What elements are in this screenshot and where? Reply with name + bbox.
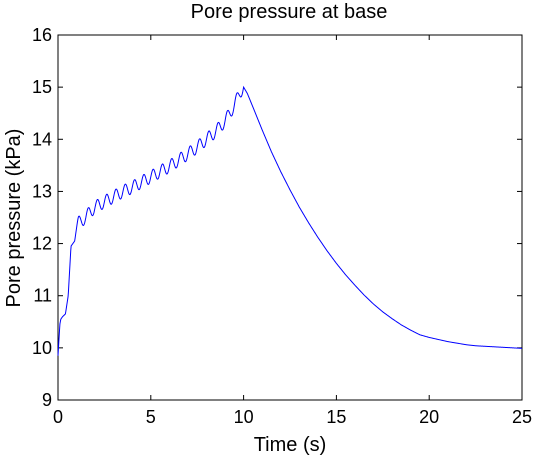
y-tick-label: 16 xyxy=(32,25,52,45)
x-axis-label: Time (s) xyxy=(254,434,327,456)
series-line xyxy=(57,85,523,356)
x-tick-label: 10 xyxy=(234,407,254,427)
x-tick-label: 15 xyxy=(326,407,346,427)
y-tick-label: 10 xyxy=(32,338,52,358)
x-tick-label: 20 xyxy=(419,407,439,427)
x-tick-label: 0 xyxy=(53,407,63,427)
y-tick-label: 13 xyxy=(32,181,52,201)
y-tick-label: 9 xyxy=(42,390,52,410)
x-tick-label: 25 xyxy=(512,407,532,427)
tick-labels: 0 5 10 15 20 25 9 10 11 12 13 14 15 16 xyxy=(32,25,532,427)
axis-ticks xyxy=(57,34,523,401)
y-tick-label: 15 xyxy=(32,77,52,97)
chart-title: Pore pressure at base xyxy=(191,1,388,23)
y-tick-label: 11 xyxy=(33,286,52,306)
x-tick-label: 5 xyxy=(146,407,156,427)
y-tick-label: 12 xyxy=(32,234,52,254)
plot-area xyxy=(57,34,523,401)
y-tick-label: 14 xyxy=(32,129,52,149)
y-axis-label: Pore pressure (kPa) xyxy=(3,129,25,308)
